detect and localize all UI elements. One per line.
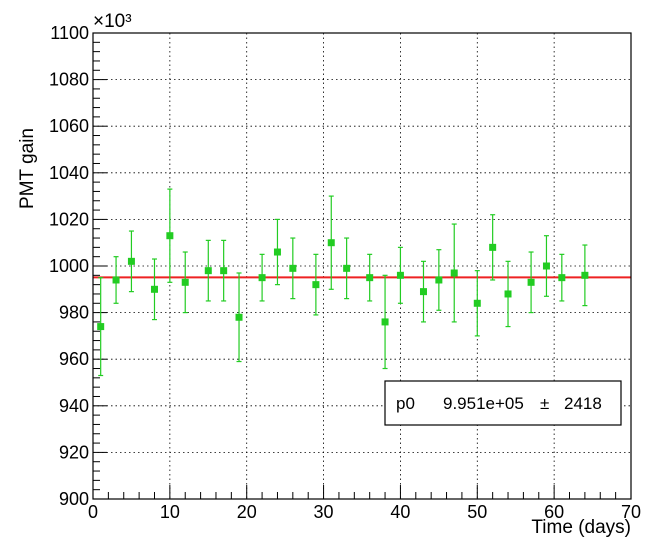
data-point [473, 270, 481, 337]
data-marker [435, 276, 443, 284]
data-marker [450, 269, 458, 277]
y-tick-label: 960 [59, 349, 89, 369]
data-marker [581, 271, 589, 279]
data-point [150, 258, 158, 321]
data-point [258, 253, 266, 302]
data-point [97, 277, 105, 377]
data-point [419, 260, 427, 323]
data-point [489, 214, 497, 281]
y-tick-label: 980 [59, 303, 89, 323]
data-marker [419, 288, 427, 296]
x-tick-labels: 0 10 20 30 40 50 60 70 [88, 502, 641, 522]
x-tick-label: 0 [88, 502, 98, 522]
data-marker [489, 243, 497, 251]
data-point [343, 237, 351, 300]
x-tick-label: 70 [621, 502, 641, 522]
data-point [366, 253, 374, 302]
plot-frame [92, 32, 632, 500]
data-point [381, 274, 389, 370]
y-tick-label: 1060 [49, 116, 89, 136]
data-marker [381, 318, 389, 326]
fit-stats-frame [384, 380, 622, 426]
data-marker [181, 278, 189, 286]
data-marker [312, 281, 320, 289]
data-marker [396, 271, 404, 279]
data-point [450, 223, 458, 323]
fit-param-value: 9.951e+05 [443, 394, 524, 413]
data-point [166, 188, 174, 283]
data-point [235, 272, 243, 363]
data-marker [343, 264, 351, 272]
x-tick-label: 50 [467, 502, 487, 522]
data-point [220, 239, 228, 302]
data-point [504, 260, 512, 328]
data-point [112, 256, 120, 304]
data-point [312, 253, 320, 316]
fit-stats-box: p0 9.951e+05 ± 2418 [384, 380, 622, 426]
data-marker [504, 290, 512, 298]
data-marker [327, 239, 335, 247]
data-marker [112, 276, 120, 284]
data-marker [258, 274, 266, 282]
y-tick-label: 1100 [50, 23, 89, 43]
data-point [581, 244, 589, 307]
x-axis-title: Time (days) [531, 517, 631, 538]
data-marker [97, 323, 105, 331]
data-point [204, 239, 212, 302]
data-point [396, 246, 404, 304]
y-tick-label: 920 [59, 442, 89, 462]
data-marker [127, 257, 135, 265]
data-marker [166, 232, 174, 240]
data-marker [204, 267, 212, 275]
data-marker [273, 248, 281, 256]
y-tick-label: 1080 [49, 70, 89, 90]
y-tick-labels: 900 920 940 960 980 1000 1020 1040 1060 1080 1100 [49, 23, 89, 509]
data-marker [542, 262, 550, 270]
y-multiplier-label: ×10³ [93, 11, 132, 32]
x-tick-label: 10 [160, 502, 180, 522]
data-marker [235, 313, 243, 321]
fit-param-error: 2418 [564, 394, 602, 413]
data-marker [220, 267, 228, 275]
data-point [181, 251, 189, 314]
x-tick-label: 30 [314, 502, 334, 522]
data-point [527, 251, 535, 314]
data-marker [150, 285, 158, 293]
data-point [558, 253, 566, 302]
fit-param-pm: ± [540, 394, 549, 413]
data-marker [366, 274, 374, 282]
data-points [97, 188, 589, 377]
data-point [273, 218, 281, 286]
y-tick-label: 1020 [49, 209, 89, 229]
data-point [542, 235, 550, 297]
data-marker [558, 274, 566, 282]
y-tick-label: 1040 [49, 163, 89, 183]
y-tick-label: 1000 [49, 256, 89, 276]
x-tick-label: 20 [237, 502, 257, 522]
data-marker [289, 264, 297, 272]
x-tick-label: 40 [390, 502, 410, 522]
fit-param-name: p0 [396, 394, 415, 413]
data-marker [527, 278, 535, 286]
data-point [327, 195, 335, 290]
data-point [435, 249, 443, 311]
data-marker [473, 299, 481, 307]
data-point [127, 230, 135, 293]
y-tick-label: 940 [59, 396, 89, 416]
y-tick-label: 900 [59, 489, 89, 509]
y-axis-title: PMT gain [17, 128, 38, 209]
data-point [289, 237, 297, 300]
x-tick-label: 60 [544, 502, 564, 522]
